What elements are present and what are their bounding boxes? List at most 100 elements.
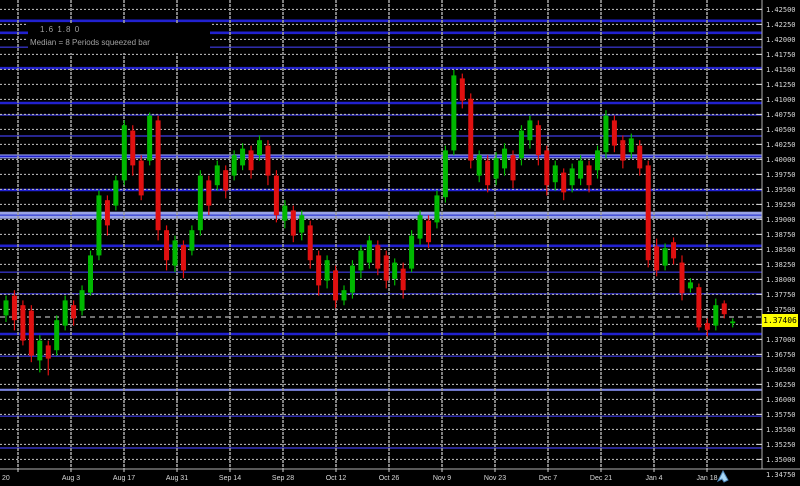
candle-body <box>535 125 541 156</box>
candle-body <box>544 150 550 186</box>
candle-body <box>20 305 26 341</box>
price-tick-label: 1.37750 <box>766 291 796 299</box>
candle-body <box>409 235 415 269</box>
candle-body <box>79 290 85 311</box>
candle-body <box>214 165 220 186</box>
candle-body <box>324 260 330 281</box>
price-tick-label: 1.36000 <box>766 396 796 404</box>
candle-body <box>88 255 93 293</box>
candle-body <box>485 160 491 186</box>
price-tick-label: 1.39750 <box>766 171 796 179</box>
time-tick-label: Dec 7 <box>539 475 557 482</box>
candle-body <box>459 78 465 101</box>
price-tick-label: 1.35000 <box>766 456 796 464</box>
price-tick-label: 1.41750 <box>766 51 796 59</box>
candle-body <box>223 170 229 191</box>
candle-body <box>104 200 110 226</box>
candle-body <box>569 168 575 186</box>
price-tick-label: 1.40250 <box>766 141 796 149</box>
price-tick-label: 1.38500 <box>766 246 796 254</box>
candle-body <box>476 155 482 176</box>
price-tick-label: 1.42000 <box>766 36 796 44</box>
candle-body <box>358 250 364 271</box>
time-tick-label: Oct 12 <box>326 475 347 482</box>
candle-body <box>527 120 533 141</box>
price-tick-label: 1.42500 <box>766 6 796 14</box>
price-tick-label: 1.39000 <box>766 216 796 224</box>
candle-body <box>341 290 347 301</box>
legend-line-1: 1.6 1.8 0 <box>40 25 81 34</box>
candle-body <box>265 145 271 176</box>
candle-body <box>307 225 313 261</box>
time-tick-label: Dec 21 <box>590 475 612 482</box>
candle-body <box>434 195 440 223</box>
candle-body <box>71 305 77 319</box>
candle-body <box>172 240 178 266</box>
candle-body <box>147 115 153 161</box>
price-tick-label: 1.42250 <box>766 21 796 29</box>
candle-body <box>510 155 516 181</box>
candle-body <box>197 175 203 231</box>
candle-body <box>316 255 322 286</box>
price-tick-label: 1.38000 <box>766 276 796 284</box>
time-tick-label: Aug 31 <box>166 475 188 482</box>
price-tick-label: 1.36500 <box>766 366 796 374</box>
price-tick-label: 1.38250 <box>766 261 796 269</box>
candle-body <box>561 172 567 193</box>
candle-body <box>611 120 617 146</box>
price-tick-label: 1.36750 <box>766 351 796 359</box>
legend-line-2: Median = 8 Periods squeezed bar <box>30 38 150 47</box>
candle-body <box>3 300 9 316</box>
candle-body <box>679 262 685 294</box>
candle-body <box>662 248 668 266</box>
candle-body <box>366 240 372 263</box>
candle-body <box>164 230 170 261</box>
candle-body <box>248 150 254 171</box>
price-tick-label: 1.39500 <box>766 186 796 194</box>
price-tick-label: 1.39250 <box>766 201 796 209</box>
price-tick-label: 1.37000 <box>766 336 796 344</box>
price-tick-label: 1.40000 <box>766 156 796 164</box>
candle-body <box>586 165 592 186</box>
candle-body <box>206 180 212 206</box>
candle-body <box>730 321 736 324</box>
time-tick-label: Aug 17 <box>113 475 135 482</box>
candle-body <box>442 150 448 198</box>
candle-body <box>392 262 398 279</box>
candle-body <box>637 145 643 169</box>
candle-body <box>400 268 406 291</box>
candle-body <box>130 130 136 166</box>
candle-body <box>189 230 195 251</box>
time-tick-label: Jan 4 <box>645 475 662 482</box>
candle-body <box>231 155 237 176</box>
candle-body <box>518 130 524 159</box>
candle-body <box>11 295 17 321</box>
candle-body <box>282 205 288 221</box>
candle-body <box>502 148 508 169</box>
price-tick-label: 1.37500 <box>766 306 796 314</box>
candle-body <box>299 215 305 233</box>
levels-layer <box>0 19 762 449</box>
candle-body <box>696 287 702 328</box>
candle-body <box>721 303 727 315</box>
candle-body <box>62 300 68 326</box>
price-tick-label: 1.35250 <box>766 441 796 449</box>
candle-body <box>426 220 431 243</box>
candle-body <box>493 158 499 179</box>
candle-body <box>417 215 423 239</box>
candle-body <box>290 210 296 236</box>
axis-marker-icon[interactable] <box>716 469 730 483</box>
candle-body <box>595 150 600 171</box>
chart-legend: 1.6 1.8 0 Median = 8 Periods squeezed ba… <box>28 23 210 53</box>
candle-body <box>603 115 609 153</box>
candle-body <box>687 282 693 289</box>
time-axis-labels[interactable]: 20 Aug 3 Aug 17 Aug 31 Sep 14 Sep 28 Oct 12 Oct… <box>2 469 718 482</box>
price-axis-labels[interactable]: 1.42500 1.42250 1.42000 1.41750 1.41500 1.412… <box>757 6 796 479</box>
price-tick-label: 1.34750 <box>766 471 796 479</box>
price-tick-label: 1.35750 <box>766 411 796 419</box>
price-tick-label: 1.41250 <box>766 81 796 89</box>
price-tick-label: 1.40750 <box>766 111 796 119</box>
